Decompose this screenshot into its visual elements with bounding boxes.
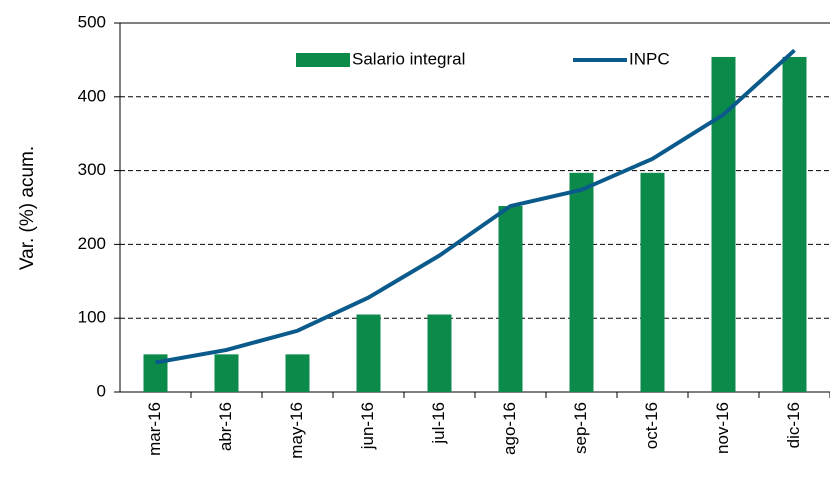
x-tick-label: may-16 bbox=[287, 402, 306, 459]
x-tick-label: dic-16 bbox=[784, 402, 803, 448]
legend-swatch bbox=[296, 53, 350, 67]
x-tick-label: sep-16 bbox=[571, 402, 590, 454]
y-axis-label: Var. (%) acum. bbox=[17, 146, 38, 270]
legend-label: Salario integral bbox=[352, 49, 465, 68]
bar bbox=[569, 172, 594, 392]
y-tick-label: 100 bbox=[78, 308, 106, 327]
y-tick-label: 200 bbox=[78, 234, 106, 253]
y-tick-label: 400 bbox=[78, 86, 106, 105]
x-tick-label: mar-16 bbox=[145, 402, 164, 456]
bar bbox=[640, 172, 665, 392]
legend-label: INPC bbox=[629, 49, 670, 68]
bar bbox=[782, 56, 807, 392]
bar bbox=[356, 314, 381, 392]
bar bbox=[214, 354, 239, 392]
bar bbox=[285, 354, 310, 392]
x-tick-label: jul-16 bbox=[429, 402, 448, 445]
y-tick-label: 0 bbox=[97, 381, 106, 400]
x-tick-label: jun-16 bbox=[358, 402, 377, 450]
line bbox=[155, 48, 796, 365]
x-tick-label: abr-16 bbox=[216, 402, 235, 451]
x-tick-label: nov-16 bbox=[713, 402, 732, 454]
x-tick-label: oct-16 bbox=[642, 402, 661, 449]
bar bbox=[427, 314, 452, 392]
bar bbox=[498, 206, 523, 392]
x-tick-label: ago-16 bbox=[500, 402, 519, 455]
y-tick-label: 300 bbox=[78, 160, 106, 179]
y-tick-label: 500 bbox=[78, 12, 106, 31]
